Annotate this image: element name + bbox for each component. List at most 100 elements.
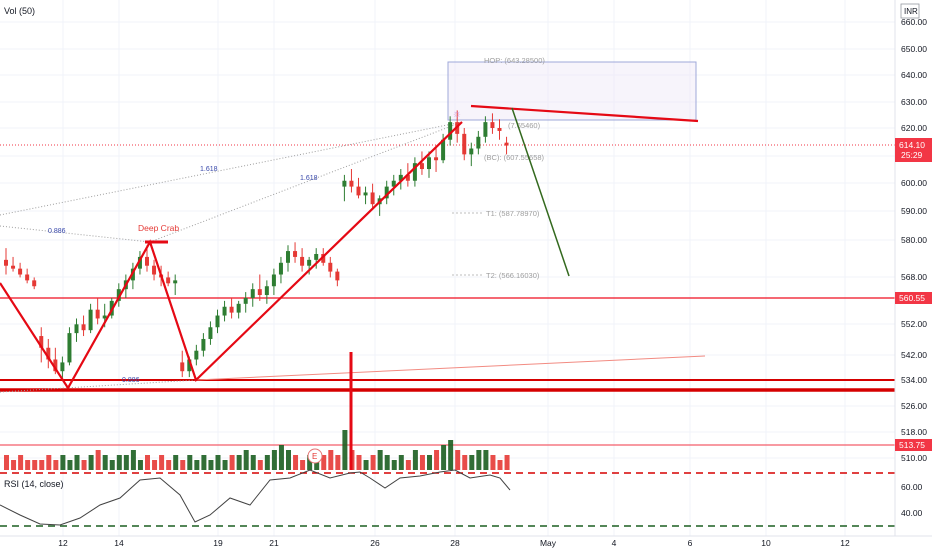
volume-bar (109, 460, 115, 470)
candle-body (462, 133, 467, 155)
candle-body (208, 327, 213, 339)
volume-bar (123, 455, 129, 470)
date-tick: May (540, 538, 557, 548)
candle-body (427, 157, 431, 170)
volume-bar (137, 460, 143, 470)
candle-body (264, 286, 269, 296)
volume-bar (483, 450, 489, 470)
price-tick: 526.00 (901, 401, 927, 411)
volume-bar (215, 455, 221, 470)
price-tick: 630.00 (901, 97, 927, 107)
candle-body (476, 136, 481, 149)
volume-bar (250, 455, 256, 470)
volume-bar (222, 460, 228, 470)
candle-body (405, 174, 410, 181)
volume-bar (497, 460, 503, 470)
candle-body (448, 122, 453, 140)
support-badge (895, 292, 932, 304)
level-lines (0, 144, 895, 527)
candle-body (74, 324, 79, 334)
volume-bar (271, 450, 277, 470)
candle-body (384, 186, 389, 199)
candle-body (469, 148, 474, 155)
candle-body (81, 324, 86, 331)
date-tick: 10 (761, 538, 771, 548)
volume-bar (342, 430, 348, 470)
date-tick: 26 (370, 538, 380, 548)
candle-body (490, 122, 495, 128)
volume-bar (307, 455, 313, 470)
volume-bar (278, 445, 284, 470)
volume-bar (286, 450, 291, 470)
volume-bar (166, 460, 172, 470)
candle-body (504, 142, 509, 146)
candle-body (39, 336, 44, 348)
currency-label: INR (904, 7, 918, 16)
rsi-indicator-label: RSI (14, close) (4, 479, 64, 489)
candle-body (342, 180, 347, 187)
volume-bar (201, 455, 207, 470)
deep-crab-pattern (0, 104, 699, 470)
pattern-label: Deep Crab (138, 223, 179, 233)
volume-bar (300, 460, 306, 470)
date-tick: 6 (688, 538, 693, 548)
candle-body (412, 163, 417, 181)
sun-icon: ☼ (452, 108, 462, 120)
forecast-line (511, 107, 570, 277)
volume-bar (67, 460, 73, 470)
volume-bar (32, 460, 38, 470)
volume-bar (264, 455, 270, 470)
candle-body (391, 180, 396, 187)
volume-bars (4, 430, 510, 470)
volume-bar (229, 455, 235, 470)
candle-body (60, 362, 65, 372)
volume-bar (377, 450, 383, 470)
date-tick: 4 (612, 538, 617, 548)
volume-bar (398, 455, 404, 470)
volume-bar (159, 455, 165, 470)
date-axis[interactable]: 12 14 19 21 26 28 May 4 6 10 12 (0, 535, 932, 548)
volume-level-value: 513.75 (899, 440, 925, 450)
volume-bar (293, 455, 299, 470)
volume-bar (102, 455, 108, 470)
volume-bar (39, 460, 45, 470)
price-tick: 620.00 (901, 123, 927, 133)
candle-body (166, 277, 171, 284)
fib-dotted-lines (0, 121, 463, 393)
candle-body (25, 274, 30, 281)
candle-body (116, 289, 121, 301)
volume-bar (448, 440, 454, 470)
candle-body (46, 347, 51, 360)
price-tick: 552.00 (901, 319, 927, 329)
volume-bar (356, 455, 362, 470)
price-tick: 518.00 (901, 427, 927, 437)
t2-label: T2: (566.16030) (486, 271, 540, 280)
volume-bar (11, 460, 17, 470)
earnings-marker[interactable] (307, 448, 323, 464)
volume-bar (208, 460, 214, 470)
fib-label-1: 1.618 (200, 166, 218, 173)
candle-body (321, 254, 326, 263)
volume-bar (384, 455, 390, 470)
candle-body (194, 350, 199, 360)
volume-bar (81, 460, 87, 470)
volume-indicator-label: Vol (50) (4, 6, 35, 16)
price-tick: 542.00 (901, 350, 927, 360)
volume-bar (243, 450, 249, 470)
volume-bar (145, 455, 150, 470)
price-axis[interactable]: 660.00650.00640.00630.00620.00610.00600.… (894, 0, 927, 536)
volume-bar (187, 455, 193, 470)
candle-body (67, 333, 72, 363)
volume-bar (88, 455, 94, 470)
fib-label-2: 1.618 (300, 175, 318, 182)
volume-bar (419, 455, 425, 470)
volume-bar (434, 450, 440, 470)
volume-bar (441, 445, 447, 470)
hop-zone (447, 61, 697, 121)
candle-body (349, 180, 354, 187)
candle-body (236, 303, 241, 313)
volume-bar (455, 450, 461, 470)
candle-body (356, 186, 361, 196)
candle-body (497, 128, 502, 131)
